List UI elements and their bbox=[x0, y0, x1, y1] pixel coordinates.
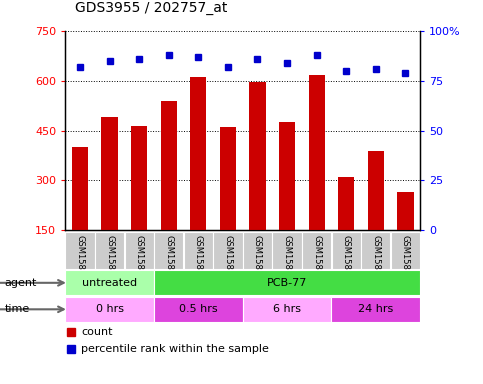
Bar bbox=[249, 82, 266, 230]
Text: GSM158373: GSM158373 bbox=[75, 235, 85, 286]
Bar bbox=[398, 192, 413, 230]
Text: GSM158375: GSM158375 bbox=[135, 235, 143, 286]
Bar bbox=[243, 232, 272, 269]
Text: GSM158384: GSM158384 bbox=[401, 235, 410, 286]
Bar bbox=[190, 77, 206, 230]
Text: agent: agent bbox=[5, 278, 37, 288]
Text: GSM158380: GSM158380 bbox=[283, 235, 292, 286]
Bar bbox=[154, 270, 420, 295]
Text: untreated: untreated bbox=[82, 278, 137, 288]
Bar bbox=[65, 232, 95, 269]
Bar bbox=[338, 177, 355, 230]
Text: time: time bbox=[5, 304, 30, 314]
Bar bbox=[309, 75, 325, 230]
Text: 6 hrs: 6 hrs bbox=[273, 304, 301, 314]
Bar bbox=[220, 127, 236, 230]
Bar bbox=[65, 270, 154, 295]
Text: GSM158383: GSM158383 bbox=[371, 235, 380, 286]
Bar bbox=[72, 147, 88, 230]
Bar bbox=[242, 297, 331, 322]
Text: PCB-77: PCB-77 bbox=[267, 278, 307, 288]
Text: 0.5 hrs: 0.5 hrs bbox=[179, 304, 218, 314]
Bar bbox=[331, 297, 420, 322]
Bar bbox=[391, 232, 420, 269]
Bar bbox=[361, 232, 390, 269]
Bar bbox=[101, 117, 118, 230]
Bar bbox=[95, 232, 124, 269]
Text: percentile rank within the sample: percentile rank within the sample bbox=[81, 344, 269, 354]
Bar bbox=[161, 101, 177, 230]
Bar bbox=[184, 232, 213, 269]
Bar bbox=[332, 232, 361, 269]
Text: GDS3955 / 202757_at: GDS3955 / 202757_at bbox=[75, 2, 227, 15]
Text: GSM158379: GSM158379 bbox=[253, 235, 262, 286]
Text: 0 hrs: 0 hrs bbox=[96, 304, 124, 314]
Text: GSM158382: GSM158382 bbox=[342, 235, 351, 286]
Text: GSM158376: GSM158376 bbox=[164, 235, 173, 286]
Bar bbox=[279, 122, 295, 230]
Bar bbox=[154, 232, 184, 269]
Text: GSM158374: GSM158374 bbox=[105, 235, 114, 286]
Text: GSM158378: GSM158378 bbox=[224, 235, 232, 286]
Bar bbox=[302, 232, 331, 269]
Text: GSM158381: GSM158381 bbox=[312, 235, 321, 286]
Bar bbox=[368, 151, 384, 230]
Bar bbox=[131, 126, 147, 230]
Bar bbox=[125, 232, 154, 269]
Bar bbox=[65, 297, 154, 322]
Bar bbox=[272, 232, 302, 269]
Text: 24 hrs: 24 hrs bbox=[358, 304, 394, 314]
Text: count: count bbox=[81, 327, 113, 337]
Text: GSM158377: GSM158377 bbox=[194, 235, 203, 286]
Bar bbox=[154, 297, 243, 322]
Bar bbox=[213, 232, 242, 269]
